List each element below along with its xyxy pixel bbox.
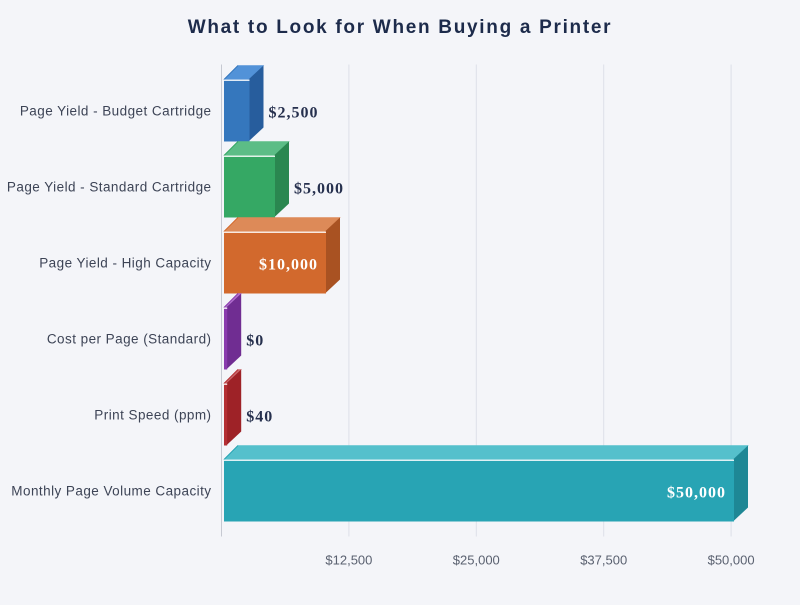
svg-text:$12,500: $12,500 [325,553,372,568]
svg-text:Page Yield - Budget Cartridge: Page Yield - Budget Cartridge [20,103,212,118]
svg-text:Page Yield - Standard Cartridg: Page Yield - Standard Cartridge [7,179,212,194]
svg-text:$0: $0 [246,332,264,349]
svg-text:$50,000: $50,000 [667,484,726,501]
svg-text:$50,000: $50,000 [708,553,755,568]
svg-text:Print Speed (ppm): Print Speed (ppm) [94,407,211,422]
svg-text:$40: $40 [246,408,273,425]
svg-text:$37,500: $37,500 [580,553,627,568]
svg-text:$2,500: $2,500 [269,104,319,121]
svg-text:$10,000: $10,000 [259,256,318,273]
svg-text:$5,000: $5,000 [294,180,344,197]
svg-text:Cost per Page (Standard): Cost per Page (Standard) [47,331,212,346]
svg-text:What to Look for When Buying a: What to Look for When Buying a Printer [188,17,613,38]
svg-text:$25,000: $25,000 [453,553,500,568]
svg-text:Monthly Page Volume Capacity: Monthly Page Volume Capacity [11,483,211,498]
svg-text:Page Yield - High Capacity: Page Yield - High Capacity [39,255,211,270]
